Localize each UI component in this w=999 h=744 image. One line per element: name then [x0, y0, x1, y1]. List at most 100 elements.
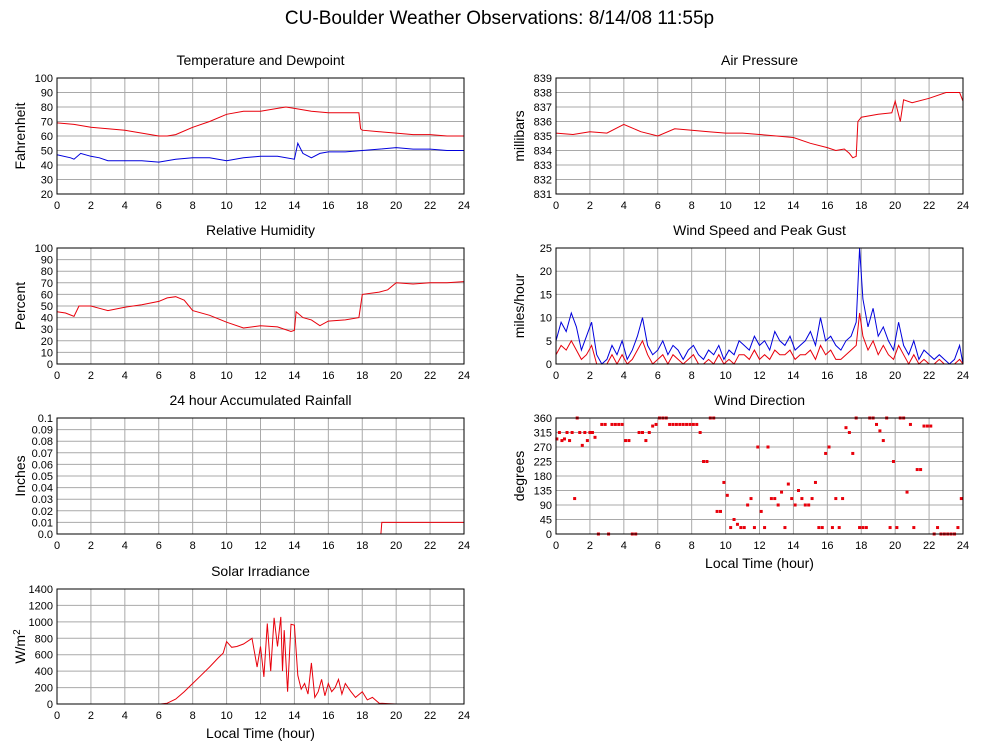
chart-title: Wind Speed and Peak Gust: [673, 222, 846, 238]
data-point: [718, 509, 722, 513]
data-point: [593, 435, 597, 439]
data-point: [620, 422, 624, 426]
y-tick-label: 0.04: [32, 483, 53, 495]
y-tick-label: 60: [41, 289, 53, 301]
data-point: [752, 526, 756, 530]
y-tick-label: 70: [41, 278, 53, 290]
y-tick-label: 60: [41, 131, 53, 143]
x-tick-label: 10: [220, 370, 232, 382]
y-axis-label: Inches: [12, 455, 28, 496]
x-tick-label: 22: [923, 370, 935, 382]
data-point: [925, 424, 929, 428]
data-point: [783, 526, 787, 530]
x-tick-label: 6: [655, 540, 661, 552]
x-tick-label: 10: [220, 710, 232, 722]
y-tick-label: 80: [41, 102, 53, 114]
x-tick-label: 22: [424, 710, 436, 722]
x-tick-label: 16: [322, 540, 334, 552]
chart-solar: 0 2 4 6 8 10 12 14 16 18 20 22 240200400600800100012…: [12, 563, 471, 741]
y-tick-label: 20: [41, 336, 53, 348]
data-point: [797, 489, 801, 492]
y-tick-label: 0.02: [32, 506, 53, 518]
x-tick-label: 16: [821, 540, 833, 552]
data-point: [824, 451, 828, 455]
x-tick-label: 10: [719, 200, 731, 212]
chart-title: Solar Irradiance: [211, 563, 310, 579]
y-tick-label: 15: [540, 289, 552, 301]
y-tick-label: 0: [546, 359, 552, 371]
y-tick-label: 90: [540, 500, 552, 512]
x-tick-label: 22: [424, 200, 436, 212]
x-tick-label: 2: [587, 200, 593, 212]
y-axis-label: Fahrenheit: [12, 102, 28, 169]
x-tick-label: 2: [587, 370, 593, 382]
data-point: [613, 422, 617, 426]
data-point: [776, 503, 780, 507]
x-tick-label: 20: [889, 200, 901, 212]
y-tick-label: 90: [41, 88, 53, 100]
data-point: [580, 443, 584, 447]
data-point: [841, 497, 845, 501]
data-point: [763, 526, 767, 530]
data-point: [790, 497, 794, 501]
series-line-red: [555, 92, 964, 159]
y-tick-label: 839: [534, 73, 552, 85]
y-tick-label: 225: [534, 457, 552, 469]
y-tick-label: 1200: [29, 600, 53, 612]
y-tick-label: 0: [546, 529, 552, 541]
x-tick-label: 0: [54, 200, 60, 212]
y-tick-label: 1400: [29, 584, 53, 596]
y-tick-label: 10: [41, 347, 53, 359]
y-tick-label: 100: [35, 243, 53, 255]
x-tick-label: 14: [288, 370, 300, 382]
data-point: [864, 526, 868, 530]
data-point: [640, 431, 644, 434]
data-point: [780, 490, 784, 494]
data-point: [685, 422, 689, 426]
x-tick-label: 16: [322, 200, 334, 212]
y-tick-label: 600: [35, 650, 53, 662]
x-tick-label: 24: [957, 200, 969, 212]
x-tick-label: 20: [390, 200, 402, 212]
y-tick-label: 40: [41, 313, 53, 325]
x-tick-label: 24: [957, 540, 969, 552]
data-point: [844, 426, 848, 430]
x-tick-label: 20: [390, 540, 402, 552]
y-tick-label: 50: [41, 301, 53, 313]
y-tick-label: 800: [35, 633, 53, 645]
data-point: [888, 526, 892, 530]
series-line-red: [555, 312, 964, 366]
y-tick-label: 400: [35, 666, 53, 678]
plot-frame: [56, 77, 465, 195]
plot-frame: [555, 417, 964, 535]
y-tick-label: 315: [534, 428, 552, 440]
data-point: [793, 503, 797, 507]
y-axis-label: W/m2: [12, 629, 29, 664]
x-tick-label: 4: [122, 370, 128, 382]
plot-frame: [56, 417, 465, 535]
y-tick-label: 0: [47, 359, 53, 371]
data-point: [905, 490, 909, 494]
y-tick-label: 0: [47, 699, 53, 711]
x-tick-label: 20: [889, 540, 901, 552]
data-point: [624, 439, 628, 443]
x-tick-label: 6: [156, 370, 162, 382]
x-tick-label: 20: [390, 710, 402, 722]
x-tick-label: 4: [621, 370, 627, 382]
x-tick-label: 16: [322, 370, 334, 382]
data-point: [651, 424, 655, 428]
y-tick-label: 20: [41, 189, 53, 201]
y-tick-label: 832: [534, 175, 552, 187]
data-point: [936, 526, 940, 530]
x-tick-label: 4: [122, 540, 128, 552]
x-tick-label: 8: [190, 370, 196, 382]
x-tick-label: 16: [821, 370, 833, 382]
series-line-red: [57, 616, 464, 705]
data-point: [647, 431, 651, 434]
chart-title: Wind Direction: [714, 392, 805, 408]
y-tick-label: 100: [35, 73, 53, 85]
data-point: [847, 431, 851, 434]
data-point: [739, 526, 743, 530]
x-tick-label: 16: [821, 200, 833, 212]
